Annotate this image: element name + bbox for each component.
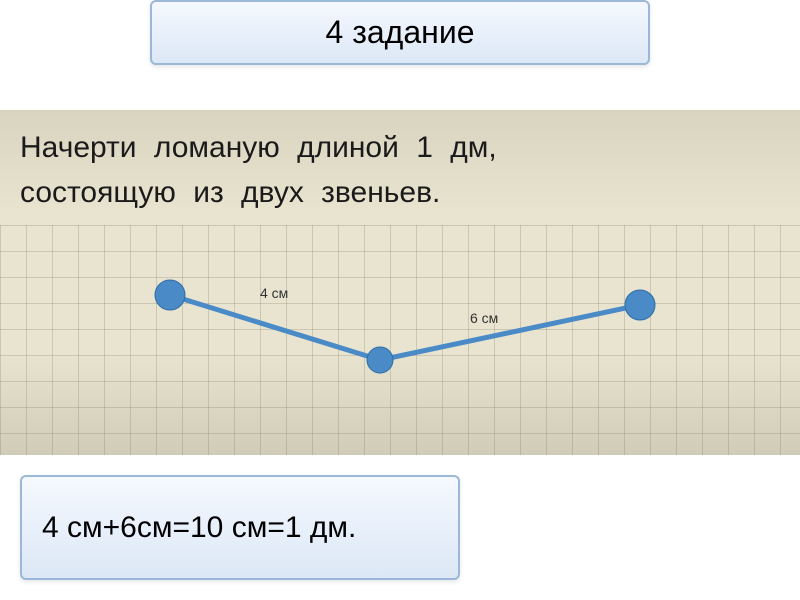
paper-section: Начерти ломаную длиной 1 дм, состоящую и… [0,110,800,455]
equation-text: 4 см+6см=10 см=1 дм. [42,507,356,549]
instruction-line2: состоящую из двух звеньев. [20,170,780,215]
polyline-node [625,290,655,320]
instruction-text: Начерти ломаную длиной 1 дм, состоящую и… [20,125,780,215]
footer-box: 4 см+6см=10 см=1 дм. [20,475,460,580]
header-box: 4 задание [150,0,650,65]
polyline-diagram [0,225,800,455]
instruction-line1: Начерти ломаную длиной 1 дм, [20,125,780,170]
polyline-node [367,347,393,373]
header-title: 4 задание [326,14,475,51]
polyline-edge [380,305,640,360]
segment-label: 4 см [260,285,288,301]
polyline-edge [170,295,380,360]
polyline-node [155,280,185,310]
segment-label: 6 см [470,310,498,326]
